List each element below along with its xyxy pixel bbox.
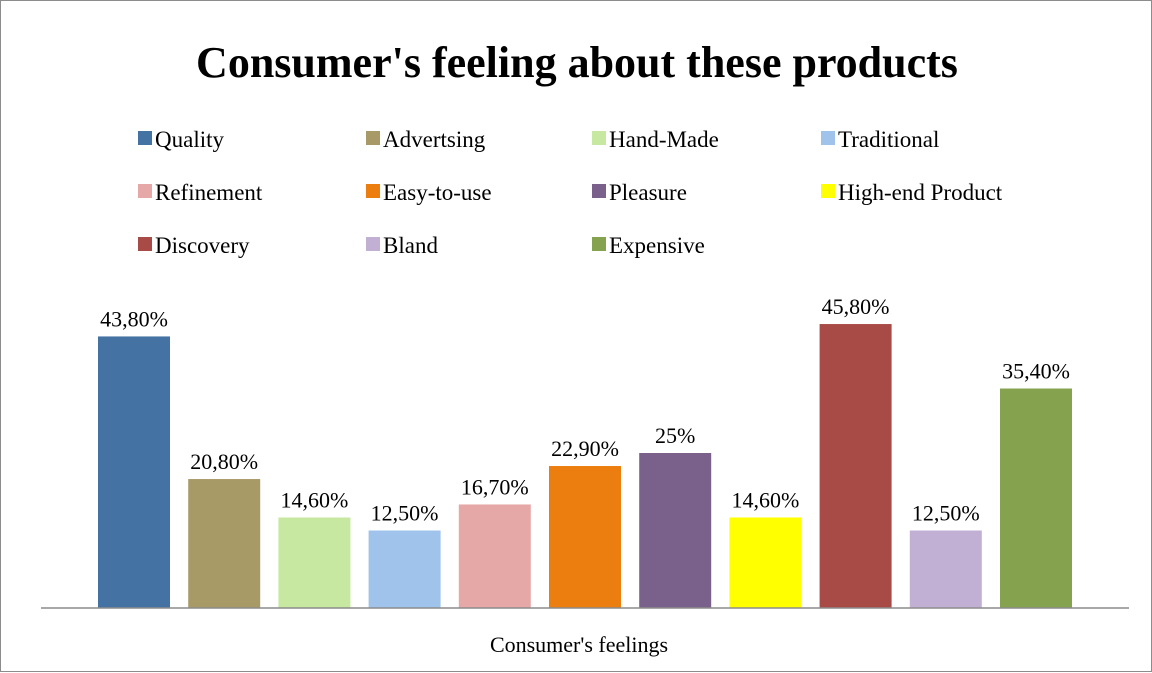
legend-swatch-quality bbox=[138, 131, 152, 145]
legend-label-hand-made: Hand-Made bbox=[609, 127, 719, 152]
legend-item-pleasure: Pleasure bbox=[592, 180, 687, 205]
legend-item-traditional: Traditional bbox=[821, 127, 939, 152]
data-label-bland: 12,50% bbox=[912, 501, 980, 526]
legend-label-discovery: Discovery bbox=[155, 233, 250, 258]
legend-swatch-high-end-product bbox=[821, 184, 835, 198]
bar-quality bbox=[98, 336, 170, 608]
legend-label-easy-to-use: Easy-to-use bbox=[383, 180, 492, 205]
legend-swatch-hand-made bbox=[592, 131, 606, 145]
legend-item-bland: Bland bbox=[366, 233, 438, 258]
legend-swatch-pleasure bbox=[592, 184, 606, 198]
legend-label-quality: Quality bbox=[155, 127, 224, 152]
legend-swatch-refinement bbox=[138, 184, 152, 198]
legend-item-advertsing: Advertsing bbox=[366, 127, 486, 152]
legend-item-refinement: Refinement bbox=[138, 180, 263, 205]
legend-item-hand-made: Hand-Made bbox=[592, 127, 719, 152]
legend-swatch-bland bbox=[366, 237, 380, 251]
legend-label-pleasure: Pleasure bbox=[609, 180, 687, 205]
data-label-traditional: 12,50% bbox=[371, 501, 439, 526]
data-label-discovery: 45,80% bbox=[822, 294, 890, 319]
legend-swatch-advertsing bbox=[366, 131, 380, 145]
data-label-expensive: 35,40% bbox=[1002, 359, 1070, 384]
legend-swatch-easy-to-use bbox=[366, 184, 380, 198]
legend-item-discovery: Discovery bbox=[138, 233, 250, 258]
data-label-high-end-product: 14,60% bbox=[731, 487, 799, 512]
data-label-advertsing: 20,80% bbox=[190, 449, 258, 474]
legend: Quality Advertsing Hand-Made Traditional Ref… bbox=[138, 127, 1003, 258]
data-label-hand-made: 14,60% bbox=[280, 487, 348, 512]
bar-refinement bbox=[458, 504, 531, 608]
data-label-pleasure: 25% bbox=[655, 423, 695, 448]
bar-bland bbox=[909, 530, 982, 608]
data-label-easy-to-use: 22,90% bbox=[551, 436, 619, 461]
bar-hand-made bbox=[278, 517, 351, 608]
legend-swatch-discovery bbox=[138, 237, 152, 251]
bar-traditional bbox=[368, 530, 441, 608]
bar-discovery bbox=[819, 324, 892, 608]
legend-item-high-end-product: High-end Product bbox=[821, 180, 1003, 205]
bar-pleasure bbox=[639, 453, 712, 608]
chart-title: Consumer's feeling about these products bbox=[196, 38, 958, 87]
legend-swatch-traditional bbox=[821, 131, 835, 145]
legend-label-advertsing: Advertsing bbox=[383, 127, 486, 152]
legend-item-easy-to-use: Easy-to-use bbox=[366, 180, 492, 205]
bar-high-end-product bbox=[729, 517, 802, 608]
legend-swatch-expensive bbox=[592, 237, 606, 251]
data-label-quality: 43,80% bbox=[100, 306, 168, 331]
x-axis-label: Consumer's feelings bbox=[490, 632, 668, 657]
legend-label-high-end-product: High-end Product bbox=[838, 180, 1003, 205]
bar-easy-to-use bbox=[549, 466, 621, 608]
legend-item-quality: Quality bbox=[138, 127, 224, 152]
legend-label-refinement: Refinement bbox=[155, 180, 263, 205]
legend-label-traditional: Traditional bbox=[838, 127, 939, 152]
data-label-refinement: 16,70% bbox=[461, 474, 529, 499]
legend-item-expensive: Expensive bbox=[592, 233, 705, 258]
bar-advertsing bbox=[188, 479, 261, 608]
legend-label-bland: Bland bbox=[383, 233, 438, 258]
bar-expensive bbox=[1000, 388, 1072, 608]
data-labels: 43,80% 20,80% 14,60% 12,50% 16,70% 22,90% 25% 1… bbox=[100, 294, 1070, 525]
bars bbox=[98, 324, 1072, 608]
legend-label-expensive: Expensive bbox=[609, 233, 705, 258]
